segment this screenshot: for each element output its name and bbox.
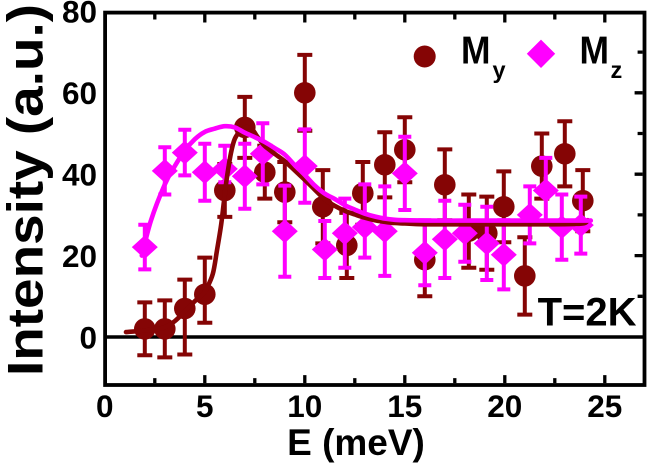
svg-text:5: 5 bbox=[196, 388, 214, 424]
svg-text:60: 60 bbox=[62, 75, 97, 111]
svg-text:15: 15 bbox=[387, 388, 422, 424]
svg-text:0: 0 bbox=[79, 319, 97, 355]
svg-text:25: 25 bbox=[587, 388, 622, 424]
svg-text:T=2K: T=2K bbox=[538, 291, 637, 335]
svg-text:M: M bbox=[580, 30, 610, 73]
svg-text:z: z bbox=[611, 57, 623, 83]
svg-text:20: 20 bbox=[62, 238, 97, 274]
svg-text:E (meV): E (meV) bbox=[287, 422, 425, 463]
svg-text:80: 80 bbox=[62, 0, 97, 30]
svg-text:40: 40 bbox=[62, 157, 97, 193]
svg-text:20: 20 bbox=[487, 388, 522, 424]
svg-text:10: 10 bbox=[287, 388, 322, 424]
svg-text:M: M bbox=[461, 30, 491, 73]
svg-text:0: 0 bbox=[96, 388, 114, 424]
svg-text:Intensity (a.u.): Intensity (a.u.) bbox=[0, 4, 54, 376]
svg-text:y: y bbox=[493, 57, 506, 83]
